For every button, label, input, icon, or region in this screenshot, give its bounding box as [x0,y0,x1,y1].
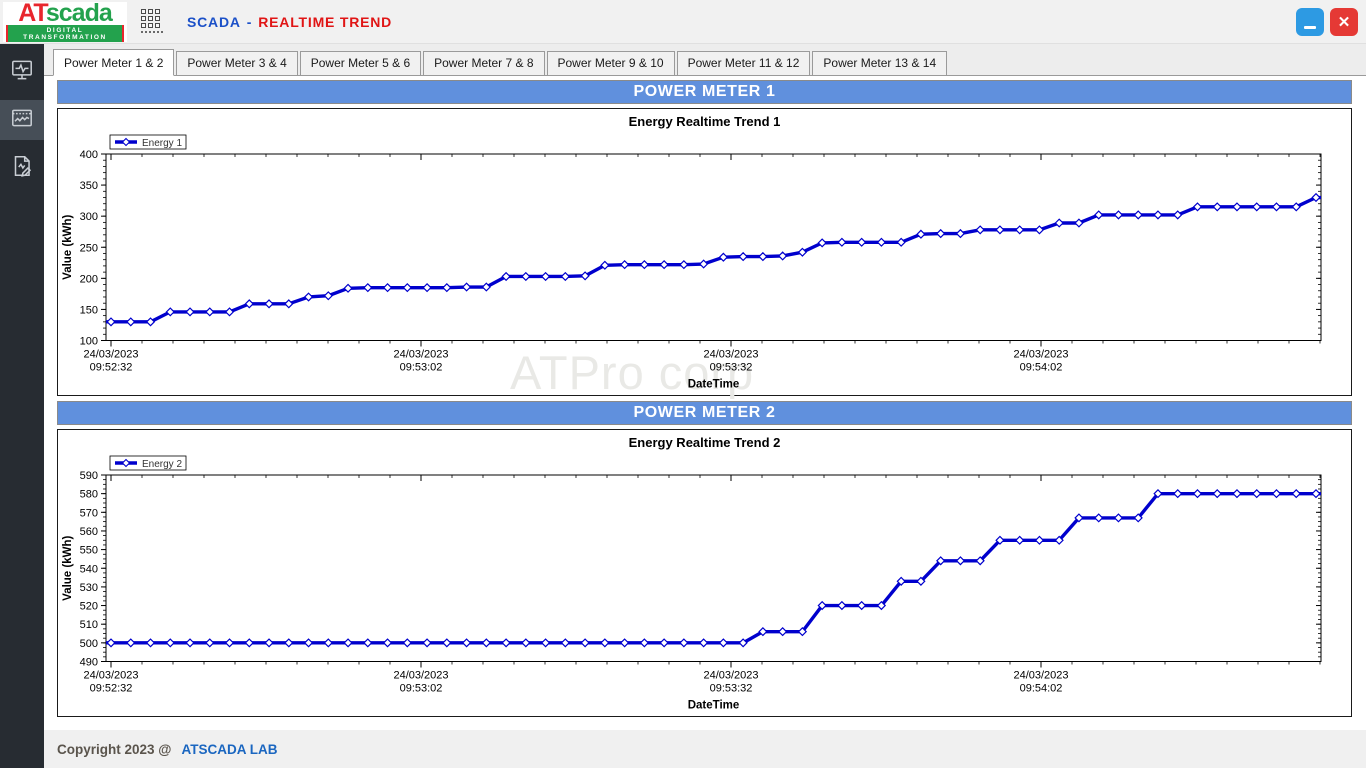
tab-strip: Power Meter 1 & 2 Power Meter 3 & 4 Power … [44,44,1366,76]
panels-container: POWER METER 1 ATPro corp Energy Realtime T… [44,76,1366,717]
svg-text:540: 540 [80,563,98,575]
power-meter-2-banner: POWER METER 2 [57,401,1352,425]
title-separator: - [246,13,253,30]
sidebar [0,44,44,768]
svg-text:24/03/2023: 24/03/2023 [393,670,448,682]
svg-text:Energy 1: Energy 1 [142,138,182,149]
svg-text:24/03/2023: 24/03/2023 [703,349,758,361]
brand-link[interactable]: ATSCADA LAB [181,741,278,757]
trend-chart-2: Energy Realtime Trend 2 590 580 570 560 550 54… [62,435,1322,712]
svg-text:150: 150 [80,304,98,316]
svg-text:550: 550 [80,545,98,557]
sidebar-item-monitoring[interactable] [0,52,44,92]
logo-scada: scada [45,0,113,27]
logo-text: ATscada [18,0,113,27]
svg-text:520: 520 [80,601,98,613]
main-content: Power Meter 1 & 2 Power Meter 3 & 4 Power … [44,44,1366,730]
tab-power-meter-9-10[interactable]: Power Meter 9 & 10 [546,51,675,75]
chart-legend: Energy 2 [109,455,187,471]
svg-text:250: 250 [80,242,98,254]
svg-text:24/03/2023: 24/03/2023 [393,349,448,361]
svg-text:09:54:02: 09:54:02 [1020,683,1063,695]
svg-text:DateTime: DateTime [688,379,740,391]
title-scada: SCADA [187,13,241,30]
svg-text:400: 400 [80,149,98,161]
minimize-icon [1304,26,1316,29]
svg-text:580: 580 [80,489,98,501]
tab-power-meter-11-12[interactable]: Power Meter 11 & 12 [676,51,811,75]
page-title: SCADA - REALTIME TREND [187,14,392,30]
svg-text:24/03/2023: 24/03/2023 [1013,349,1068,361]
monitor-pulse-icon [9,57,35,88]
svg-text:300: 300 [80,211,98,223]
svg-text:24/03/2023: 24/03/2023 [1013,670,1068,682]
app-logo[interactable]: ATscada DIGITAL TRANSFORMATION [3,0,127,42]
svg-text:Energy Realtime Trend 2: Energy Realtime Trend 2 [629,435,781,450]
svg-text:570: 570 [80,507,98,519]
chart-legend: Energy 1 [109,134,187,150]
svg-text:DateTime: DateTime [688,700,740,712]
trend-chart-panel-2: Energy Realtime Trend 2 590 580 570 560 550 54… [57,429,1352,717]
svg-text:24/03/2023: 24/03/2023 [703,670,758,682]
close-icon: ✕ [1337,13,1351,31]
footer: Copyright 2023 @ ATSCADA LAB [44,730,1366,768]
svg-text:09:53:02: 09:53:02 [400,362,443,374]
trend-chart-1: Energy Realtime Trend 1 400 350 300 250 200 15… [62,114,1322,391]
svg-text:09:52:32: 09:52:32 [90,362,133,374]
svg-text:09:53:02: 09:53:02 [400,683,443,695]
tab-power-meter-7-8[interactable]: Power Meter 7 & 8 [423,51,545,75]
sidebar-item-report[interactable] [0,148,44,188]
svg-text:09:53:32: 09:53:32 [710,683,753,695]
svg-text:Energy Realtime Trend 1: Energy Realtime Trend 1 [629,114,781,129]
logo-tagline: DIGITAL TRANSFORMATION [6,25,124,42]
svg-text:350: 350 [80,180,98,192]
svg-text:590: 590 [80,470,98,482]
sidebar-item-realtime-trend[interactable] [0,100,44,140]
svg-text:100: 100 [80,336,98,348]
report-edit-icon [9,153,35,184]
tab-power-meter-5-6[interactable]: Power Meter 5 & 6 [299,51,422,75]
logo-at: AT [18,0,47,27]
svg-text:09:53:32: 09:53:32 [710,362,753,374]
trend-chart-icon [9,105,35,136]
svg-text:09:54:02: 09:54:02 [1020,362,1063,374]
tab-power-meter-1-2[interactable]: Power Meter 1 & 2 [53,49,175,76]
minimize-button[interactable] [1296,7,1324,36]
svg-text:560: 560 [80,526,98,538]
svg-text:490: 490 [80,657,98,669]
svg-text:09:52:32: 09:52:32 [90,683,133,695]
copyright-text: Copyright 2023 @ [57,741,172,757]
close-button[interactable]: ✕ [1330,7,1358,36]
svg-text:510: 510 [80,619,98,631]
power-meter-1-banner: POWER METER 1 [57,80,1352,104]
tab-power-meter-13-14[interactable]: Power Meter 13 & 14 [812,51,948,75]
tab-power-meter-3-4[interactable]: Power Meter 3 & 4 [176,51,298,75]
svg-text:24/03/2023: 24/03/2023 [83,670,138,682]
trend-chart-panel-1: ATPro corp Energy Realtime Trend 1 400 350 3… [57,108,1352,399]
window-controls: ✕ [1296,7,1358,36]
svg-text:Energy 2: Energy 2 [142,459,182,470]
svg-text:200: 200 [80,273,98,285]
svg-text:500: 500 [80,638,98,650]
svg-text:Value (kWh): Value (kWh) [62,535,74,600]
title-realtime-trend: REALTIME TREND [258,13,393,30]
svg-text:Value (kWh): Value (kWh) [62,214,74,279]
grid-icon[interactable] [141,8,163,35]
topbar: ATscada DIGITAL TRANSFORMATION SCADA - REA… [0,0,1366,44]
svg-text:24/03/2023: 24/03/2023 [83,349,138,361]
svg-text:530: 530 [80,582,98,594]
